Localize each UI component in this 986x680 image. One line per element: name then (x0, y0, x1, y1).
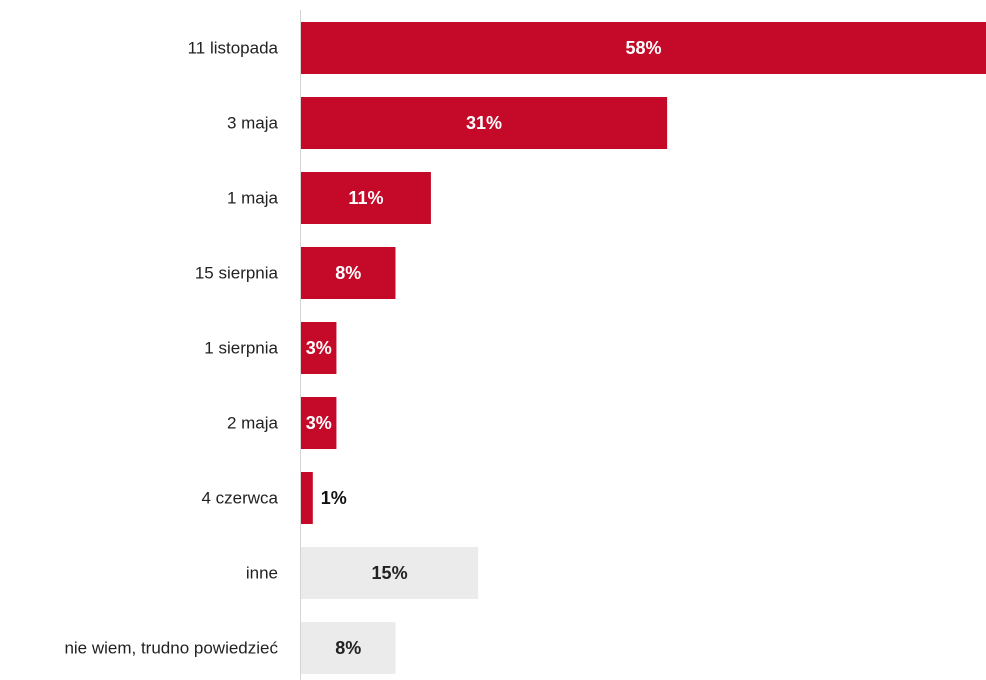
category-label: nie wiem, trudno powiedzieć (64, 639, 278, 658)
labels-layer: 11 listopada 58% 3 maja 31% 1 maja 11% 15 sier… (64, 38, 661, 658)
value-label: 31% (466, 113, 502, 133)
value-label: 1% (321, 488, 347, 508)
category-label: 2 maja (227, 414, 279, 433)
category-label: inne (246, 564, 278, 583)
value-label: 3% (306, 413, 332, 433)
category-label: 11 listopada (188, 39, 279, 58)
category-label: 1 maja (227, 189, 279, 208)
bar (301, 322, 337, 374)
bar (301, 472, 313, 524)
category-label: 4 czerwca (201, 489, 278, 508)
value-label: 3% (306, 338, 332, 358)
bars-layer (301, 22, 986, 674)
value-label: 8% (335, 263, 361, 283)
category-label: 1 sierpnia (204, 339, 278, 358)
category-label: 15 sierpnia (195, 264, 279, 283)
bar (301, 397, 337, 449)
bar (301, 547, 479, 599)
bar (301, 172, 431, 224)
category-label: 3 maja (227, 114, 279, 133)
value-label: 8% (335, 638, 361, 658)
value-label: 58% (625, 38, 661, 58)
value-label: 11% (348, 188, 383, 208)
bar (301, 97, 668, 149)
bar (301, 622, 396, 674)
bar (301, 247, 396, 299)
bar (301, 22, 986, 74)
value-label: 15% (372, 563, 408, 583)
